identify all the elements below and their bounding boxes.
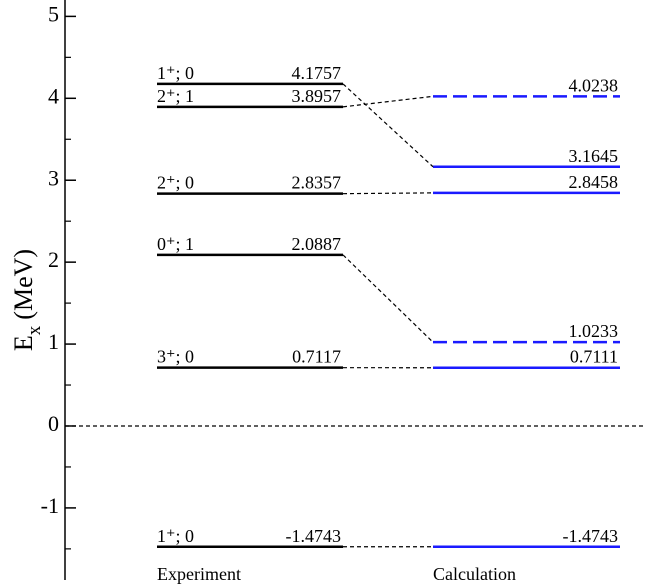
level-value: 2.8458 — [569, 172, 619, 192]
level-value: 0.7111 — [570, 347, 618, 367]
level-label: 0⁺; 1 — [157, 234, 194, 254]
link-line — [342, 254, 434, 343]
y-tick-label: 0 — [48, 411, 59, 436]
y-label-unit: (MeV) — [9, 249, 38, 320]
level-label: 1⁺; 0 — [157, 526, 194, 546]
link-line — [342, 192, 434, 195]
level-value: 2.0887 — [292, 234, 342, 254]
level-label: 2⁺; 0 — [157, 173, 194, 193]
column-name: Experiment — [157, 564, 241, 584]
level-value: 2.8357 — [292, 173, 342, 193]
level-value: 0.7117 — [292, 347, 341, 367]
y-tick-label: -1 — [41, 493, 59, 518]
level-value: 4.1757 — [292, 63, 342, 83]
y-label-sub: x — [24, 325, 45, 335]
link-line — [342, 83, 434, 168]
level-label: 1⁺; 0 — [157, 63, 194, 83]
y-tick-label: 3 — [48, 165, 59, 190]
y-tick-label: 5 — [48, 1, 59, 26]
y-tick-label: 1 — [48, 329, 59, 354]
level-value: 3.8957 — [292, 86, 342, 106]
y-axis-label: Ex (MeV) — [9, 249, 45, 351]
link-line — [342, 95, 434, 108]
column-name: Calculation — [433, 564, 516, 584]
level-value: 4.0238 — [569, 75, 619, 95]
level-value: -1.4743 — [563, 526, 619, 546]
level-label: 3⁺; 0 — [157, 347, 194, 367]
y-label-main: E — [9, 335, 38, 351]
y-tick-label: 4 — [48, 83, 59, 108]
level-value: -1.4743 — [286, 526, 342, 546]
level-value: 3.1645 — [569, 146, 619, 166]
level-label: 2⁺; 1 — [157, 86, 194, 106]
y-tick-label: 2 — [48, 247, 59, 272]
level-value: 1.0233 — [569, 321, 619, 341]
